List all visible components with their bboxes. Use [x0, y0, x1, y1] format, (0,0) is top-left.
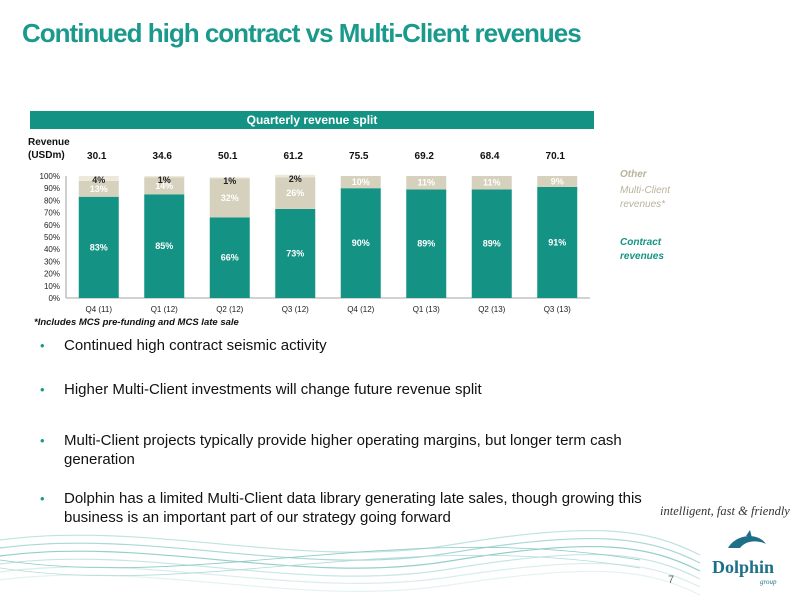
data-label-multi-client: 11%	[483, 178, 501, 188]
x-tick-label: Q2 (12)	[216, 305, 243, 314]
bar-multi-client	[340, 176, 381, 189]
bullet-text: Higher Multi-Client investments will cha…	[64, 381, 482, 398]
x-tick-label: Q3 (12)	[282, 305, 309, 314]
bullet-text: Continued high contract seismic activity	[64, 337, 327, 354]
data-label-contract: 66%	[221, 253, 239, 263]
bar-contract	[471, 189, 512, 298]
bar-multi-client	[537, 176, 578, 187]
y-tick-label: 50%	[44, 233, 60, 242]
revenue-value: 68.4	[480, 151, 500, 162]
data-label-contract: 89%	[483, 239, 501, 249]
data-label-multi-client: 11%	[417, 178, 435, 188]
bar-other	[144, 176, 185, 178]
data-label-multi-client: 26%	[286, 188, 304, 198]
revenue-value: 30.1	[87, 151, 107, 162]
legend-multi-client: Multi-Client revenues*	[620, 185, 671, 210]
data-label-contract: 90%	[352, 238, 370, 248]
logo-text: Dolphin	[712, 557, 775, 577]
data-label-multi-client: 9%	[551, 176, 564, 186]
y-tick-label: 20%	[44, 270, 60, 279]
bar-contract	[144, 194, 185, 298]
y-tick-label: 0%	[48, 294, 60, 303]
y-tick-label: 40%	[44, 245, 60, 254]
bullet-dot-icon: •	[40, 433, 45, 448]
bar-contract	[209, 217, 250, 298]
bar-other	[209, 177, 250, 179]
data-label-other: 1%	[158, 175, 171, 185]
bar-contract	[340, 188, 381, 298]
chart-header: Quarterly revenue split	[30, 111, 594, 129]
bar-multi-client	[471, 176, 512, 190]
revenue-label-line2: (USDm)	[28, 150, 65, 161]
y-tick-label: 90%	[44, 184, 60, 193]
data-label-other: 1%	[223, 176, 236, 186]
chart-footnote: *Includes MCS pre-funding and MCS late s…	[34, 317, 239, 328]
x-tick-label: Q1 (12)	[151, 305, 178, 314]
revenue-value: 70.1	[545, 151, 565, 162]
data-label-contract: 91%	[548, 237, 566, 247]
stacked-bar-chart: 0% 10% 20% 30% 40% 50% 60% 70% 80% 90% 100% 83% 13%4…	[40, 172, 590, 314]
bar-contract	[78, 196, 119, 298]
bar-multi-client	[144, 177, 185, 195]
y-tick-label: 60%	[44, 221, 60, 230]
revenue-value: 69.2	[414, 151, 434, 162]
bullet-dot-icon: •	[40, 491, 45, 506]
data-label-multi-client: 10%	[352, 177, 370, 187]
revenue-value: 75.5	[349, 151, 369, 162]
bar-contract	[406, 189, 447, 298]
x-tick-label: Q4 (12)	[347, 305, 374, 314]
bar-other	[78, 176, 119, 181]
data-label-other: 2%	[289, 174, 302, 184]
x-tick-label: Q2 (13)	[478, 305, 505, 314]
data-label-contract: 73%	[286, 248, 304, 258]
y-tick-label: 10%	[44, 282, 60, 291]
bullet-dot-icon: •	[40, 382, 45, 397]
x-tick-label: Q3 (13)	[544, 305, 571, 314]
data-label-multi-client: 32%	[221, 193, 239, 203]
legend-contract: Contract revenues	[620, 237, 664, 262]
x-tick-label: Q4 (11)	[85, 305, 112, 314]
revenue-label: Revenue (USDm)	[28, 136, 70, 162]
page-number: 7	[668, 574, 675, 586]
bullet-text: Dolphin has a limited Multi-Client data …	[64, 490, 642, 526]
data-label-contract: 83%	[90, 242, 108, 252]
bar-multi-client	[406, 176, 447, 190]
x-tick-label: Q1 (13)	[413, 305, 440, 314]
tagline: intelligent, fast & friendly	[660, 504, 790, 518]
y-tick-label: 80%	[44, 196, 60, 205]
revenue-value: 34.6	[152, 151, 172, 162]
bar-contract	[275, 208, 316, 298]
bar-multi-client	[275, 177, 316, 209]
revenue-value: 61.2	[283, 151, 303, 162]
slide-title: Continued high contract vs Multi-Client …	[22, 18, 582, 48]
data-label-contract: 89%	[417, 239, 435, 249]
bar-contract	[537, 186, 578, 298]
bullet-dot-icon: •	[40, 338, 45, 353]
logo-subtext: group	[760, 578, 777, 586]
y-tick-label: 70%	[44, 209, 60, 218]
bar-other	[275, 174, 316, 178]
data-label-multi-client: 13%	[90, 184, 108, 194]
data-label-other: 4%	[92, 175, 105, 185]
data-label-contract: 85%	[155, 241, 173, 251]
bar-multi-client	[78, 180, 119, 197]
legend-other: Other	[620, 169, 647, 180]
decorative-waves	[0, 529, 701, 596]
y-tick-label: 30%	[44, 257, 60, 266]
revenue-label-line1: Revenue	[28, 137, 70, 148]
data-label-multi-client: 14%	[155, 181, 173, 191]
y-tick-label: 100%	[40, 172, 60, 181]
revenue-value: 50.1	[218, 151, 238, 162]
bullet-text: Multi-Client projects typically provide …	[64, 432, 622, 468]
dolphin-logo-icon	[728, 530, 766, 548]
bar-multi-client	[209, 178, 250, 218]
